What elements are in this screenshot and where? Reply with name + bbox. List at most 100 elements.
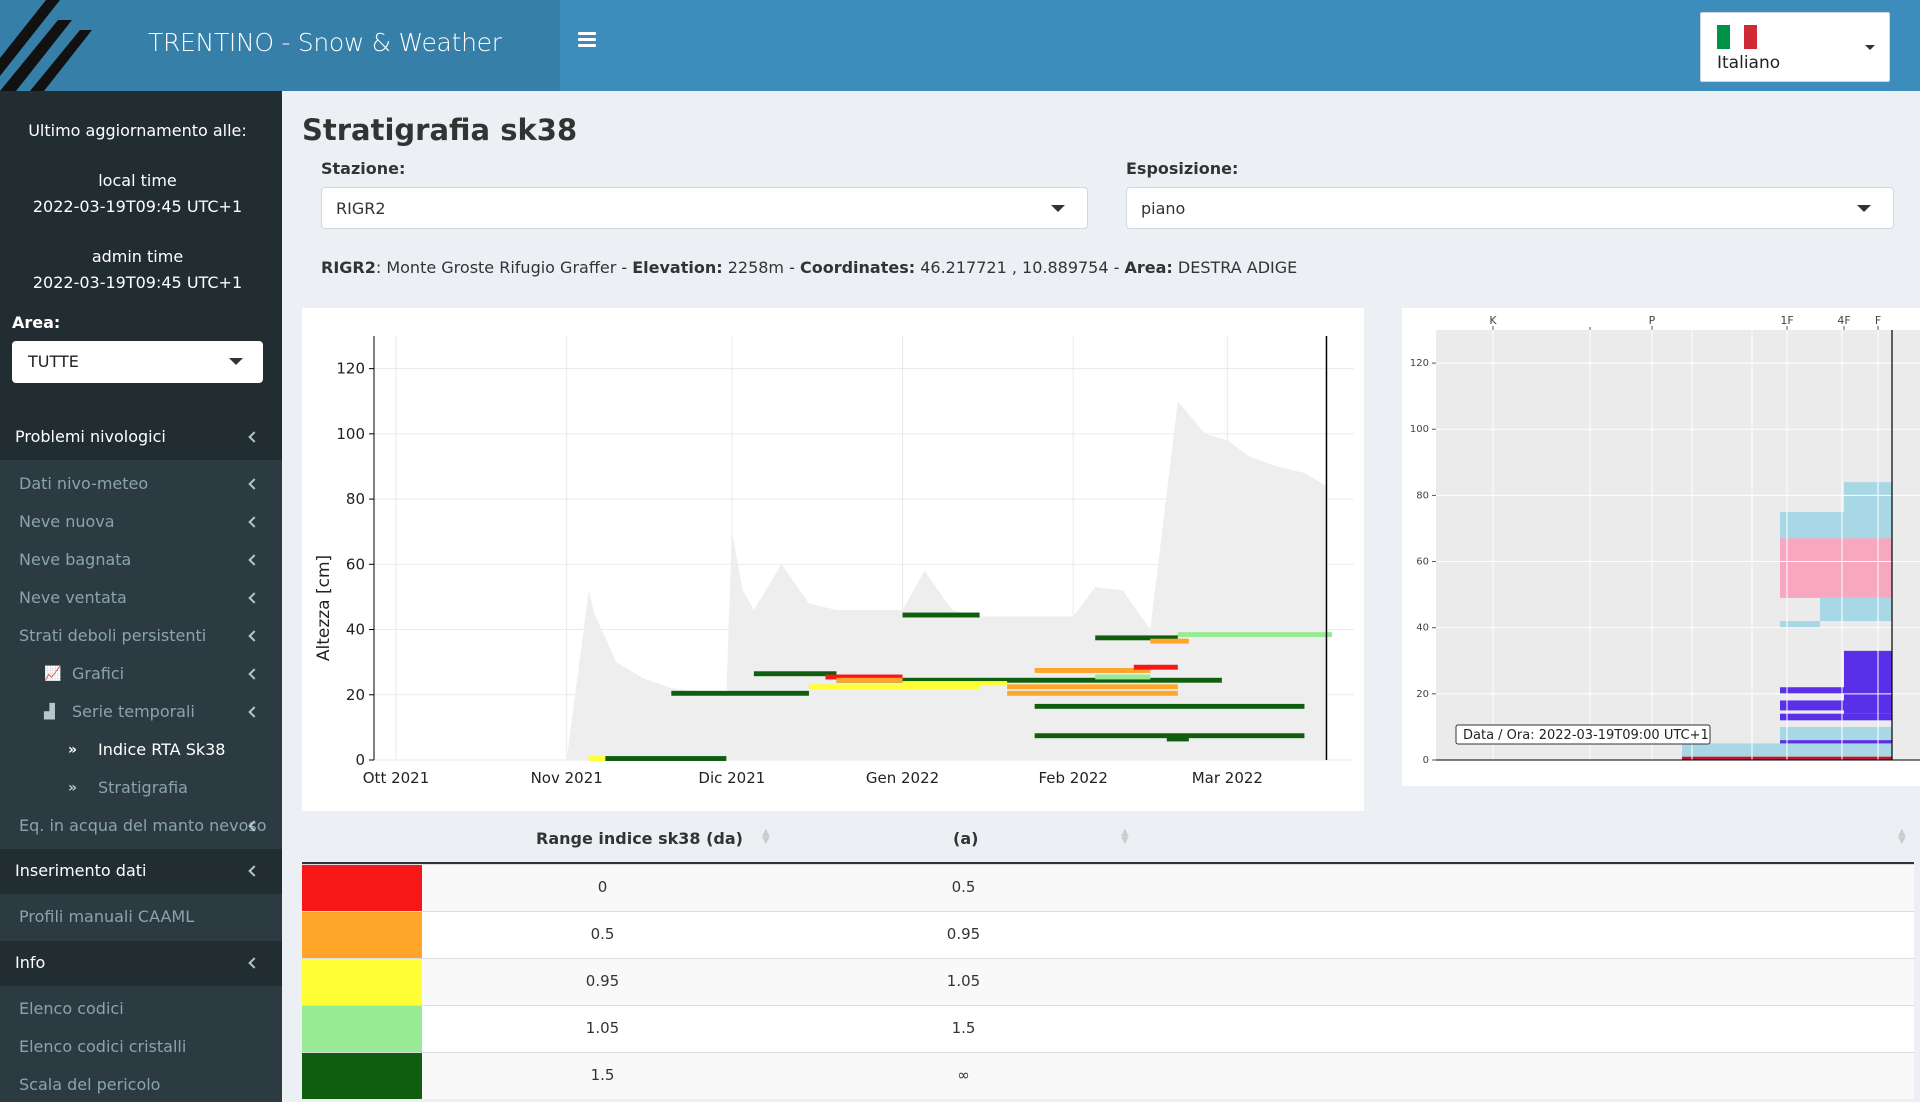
table-row: 1.5 ∞ [302,1052,1914,1099]
sidebar-item-neve-nuova[interactable]: Neve nuova [0,504,282,542]
table-row: 1.05 1.5 [302,1005,1914,1052]
sidebar-item-indice-rta[interactable]: » Indice RTA Sk38 [0,732,282,770]
table-header-from[interactable]: Range indice sk38 (da) ▲ ▼ [422,815,783,862]
profile-layer [1780,511,1892,539]
sidebar-item-label: Eq. in acqua del manto nevoso [19,816,267,835]
profile-layer [1780,700,1844,711]
sidebar-item-info[interactable]: Info [0,941,282,986]
chevron-left-icon [248,668,260,680]
y-tick-label: 120 [1410,358,1429,369]
sidebar-item-label: Inserimento dati [15,861,147,880]
chevron-left-icon [248,630,260,642]
color-swatch [302,912,422,958]
sidebar: Ultimo aggiornamento alle: local time 20… [0,91,282,1102]
double-chevron-right-icon: » [68,780,78,796]
y-tick-label: 40 [1416,623,1429,634]
chevron-left-icon [248,554,260,566]
x-tick-label: Mar 2022 [1192,769,1263,787]
sidebar-item-eq-acqua[interactable]: Eq. in acqua del manto nevoso [0,808,282,846]
sidebar-item-elenco-codici[interactable]: Elenco codici [0,991,282,1029]
range-from-cell: 1.05 [585,1019,620,1037]
area-select[interactable]: TUTTE [12,341,263,383]
range-from-cell: 0.5 [590,925,615,943]
chevron-left-icon [248,592,260,604]
top-tick-label: F [1875,314,1881,327]
hover-tooltip: Data / Ora: 2022-03-19T09:00 UTC+1 [1455,724,1711,745]
station-select-value: RIGR2 [336,199,386,218]
tooltip-text: Data / Ora: 2022-03-19T09:00 UTC+1 [1463,728,1709,743]
exposure-select-value: piano [1141,199,1186,218]
y-tick-label: 100 [336,425,365,443]
y-tick-label: 40 [346,621,365,639]
station-name: : Monte Groste Rifugio Graffer - [375,258,633,277]
language-label: Italiano [1717,53,1781,73]
sidebar-item-neve-ventata[interactable]: Neve ventata [0,580,282,618]
x-tick-label: Gen 2022 [866,769,939,787]
sidebar-item-neve-bagnata[interactable]: Neve bagnata [0,542,282,580]
sidebar-item-label: Info [15,953,46,972]
exposure-select[interactable]: piano [1126,187,1894,229]
italy-flag-icon [1717,25,1757,49]
range-to-cell: 1.05 [946,972,981,990]
sidebar-item-inserimento[interactable]: Inserimento dati [0,849,282,894]
sidebar-item-label: Elenco codici [19,999,124,1018]
coordinates-label: Coordinates: [799,258,916,277]
sidebar-item-serie[interactable]: ▟ Serie temporali [0,694,282,732]
top-tick-label: P [1649,314,1656,327]
y-tick-label: 80 [346,490,365,508]
brand-logo-icon [0,0,92,91]
sort-icon: ▲ ▼ [1898,827,1906,846]
sk38-layer [1007,690,1178,696]
profile-layer [1844,650,1892,714]
update-title: Ultimo aggiornamento alle: [28,121,247,140]
range-to-cell: ∞ [957,1066,970,1084]
exposure-label: Esposizione: [1126,159,1239,178]
logo-area: TRENTINO - Snow & Weather [0,0,560,91]
sk38-layer [808,684,980,690]
header-divider [302,862,1914,864]
chevron-left-icon [248,865,260,877]
top-tick-label: 1F [1780,314,1793,327]
area-chart-icon: ▟ [44,704,55,720]
sidebar-item-problemi[interactable]: Problemi nivologici [0,415,282,460]
station-select[interactable]: RIGR2 [321,187,1088,229]
chart-svg: 0 20 40 60 80 100 120 Ott 2021 Nov 2021 Dic 2021 G… [314,336,1354,787]
coordinates-value: 46.217721 , 10.889754 - [915,258,1125,277]
line-chart-icon: 📈 [44,666,62,682]
profile-layer [1780,687,1844,694]
hamburger-menu-icon[interactable] [578,32,596,50]
chevron-left-icon [248,706,260,718]
profile-layer [1820,597,1892,622]
y-tick-label: 60 [1416,557,1429,568]
range-from-cell: 1.5 [590,1066,615,1084]
sidebar-item-stratigrafia[interactable]: » Stratigrafia [0,770,282,808]
sk38-layer [1166,736,1189,742]
sidebar-item-label: Indice RTA Sk38 [98,740,226,759]
station-code: RIGR2 [321,258,376,277]
sk38-layer [836,677,903,683]
table-header-extra[interactable]: ▲ ▼ [1144,815,1914,862]
chevron-down-icon [229,358,243,365]
sidebar-item-profili[interactable]: Profili manuali CAAML [0,899,282,937]
sk38-layer [1095,674,1151,680]
range-from-cell: 0.95 [585,972,620,990]
sk38-stratigraphy-chart[interactable]: 0 20 40 60 80 100 120 Ott 2021 Nov 2021 Dic 2021 G… [302,308,1364,811]
y-tick-label: 20 [346,686,365,704]
chevron-left-icon [248,957,260,969]
language-select[interactable]: Italiano [1700,12,1890,82]
sidebar-item-strati[interactable]: Strati deboli persistenti [0,618,282,656]
sidebar-item-grafici[interactable]: 📈 Grafici [0,656,282,694]
sk38-layer [605,756,727,761]
y-tick-label: 20 [1416,689,1429,700]
sk38-layer [902,612,980,618]
sidebar-item-elenco-cristalli[interactable]: Elenco codici cristalli [0,1029,282,1067]
sidebar-item-scala[interactable]: Scala del pericolo [0,1067,282,1102]
range-to-cell: 0.5 [951,878,976,896]
sidebar-item-dati[interactable]: Dati nivo-meteo [0,466,282,504]
table-header-to[interactable]: (a) ▲ ▼ [783,815,1144,862]
sk38-layer [671,690,809,696]
sk38-layer [836,677,1222,683]
elevation-label: Elevation: [632,258,723,277]
app-title: TRENTINO - Snow & Weather [148,28,502,57]
snow-profile-chart[interactable]: 0 20 40 60 80 100 120 K P 1F 4F F Data / Ora: 2022-… [1402,308,1920,786]
